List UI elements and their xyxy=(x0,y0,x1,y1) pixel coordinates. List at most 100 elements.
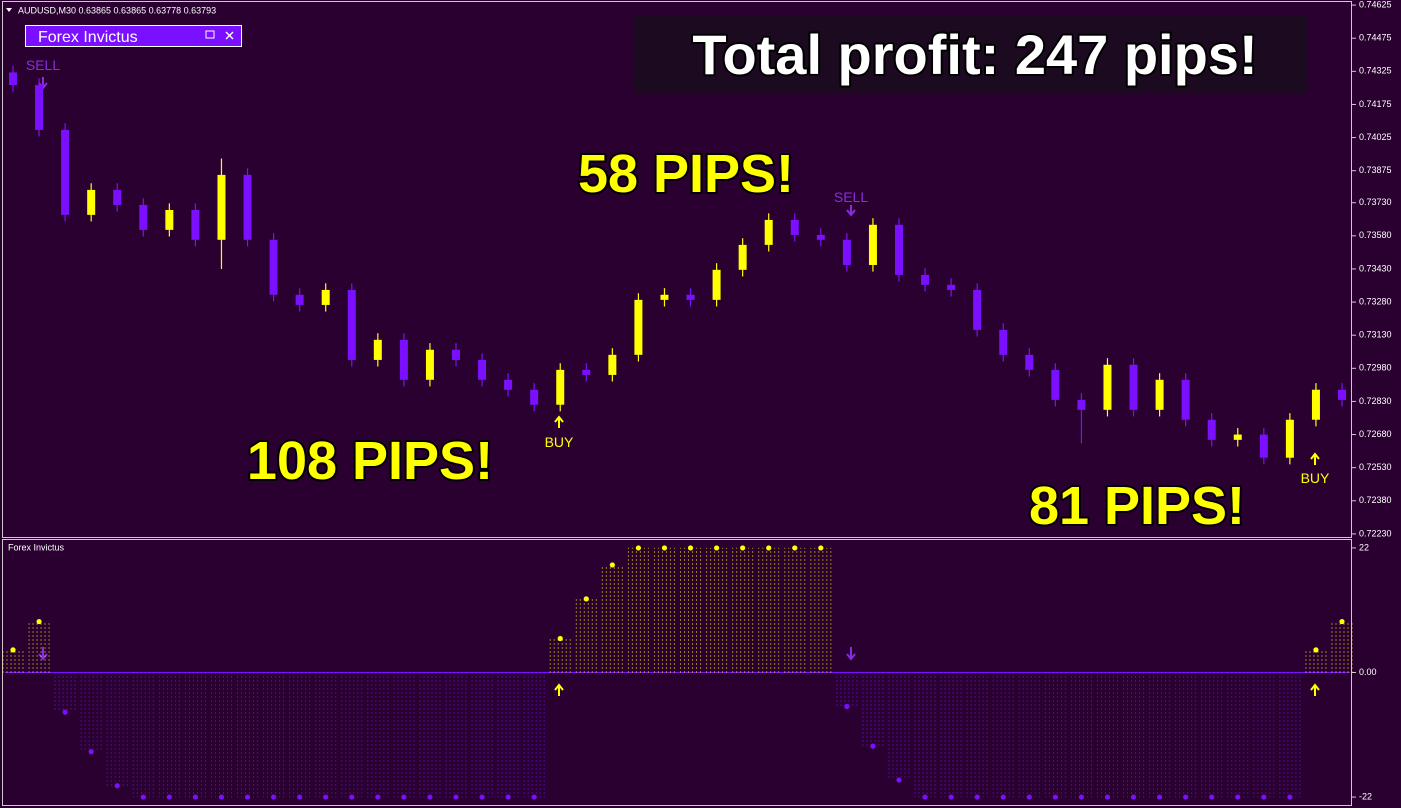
candle-body xyxy=(738,244,747,270)
candle-body xyxy=(608,354,617,375)
y-tick-label: 0.73430 xyxy=(1359,263,1392,273)
candle-body xyxy=(504,379,513,390)
candle-body xyxy=(35,85,44,130)
histogram-dot xyxy=(1026,794,1032,800)
candle-body xyxy=(295,294,304,305)
candle-body xyxy=(347,289,356,360)
candle-body xyxy=(999,329,1008,355)
histogram-dot xyxy=(349,794,355,800)
histogram-dot xyxy=(1235,794,1241,800)
candle-body xyxy=(1338,389,1346,400)
sell-signal: SELL xyxy=(834,189,868,205)
indicator-sell-arrow xyxy=(38,647,48,661)
y-tick-label: 0.72530 xyxy=(1359,462,1392,472)
candle-body xyxy=(1285,419,1294,458)
histogram-dot xyxy=(1130,794,1137,800)
y-tick-label: -22 xyxy=(1359,791,1372,801)
candle-body xyxy=(1259,434,1268,458)
histogram-dot xyxy=(1052,794,1058,800)
y-tick-label: 22 xyxy=(1359,542,1369,552)
candle-body xyxy=(399,339,408,380)
y-tick-label: 0.74325 xyxy=(1359,66,1392,76)
histogram-dot xyxy=(1287,794,1293,800)
candle-body xyxy=(165,209,174,230)
candle-body xyxy=(243,174,252,240)
candle-body xyxy=(321,289,330,305)
histogram-dot xyxy=(323,794,329,800)
histogram-dot xyxy=(1339,618,1345,625)
candle-body xyxy=(478,359,487,380)
buy-arrow xyxy=(1310,452,1320,465)
histogram-dot xyxy=(88,749,94,755)
histogram-dot xyxy=(896,777,902,783)
y-tick-label: 0.73875 xyxy=(1359,165,1392,175)
candle-body xyxy=(139,204,148,230)
histogram-dot xyxy=(218,794,225,800)
histogram-dot xyxy=(114,783,120,789)
candle-body xyxy=(816,234,825,240)
y-tick-label: 0.74475 xyxy=(1359,33,1392,43)
profit-box xyxy=(633,16,1308,93)
histogram-dot xyxy=(531,794,537,800)
buy-signal: BUY xyxy=(545,434,574,450)
y-tick-label: 0.72980 xyxy=(1359,363,1392,373)
candle-body xyxy=(921,274,930,285)
indicator-title: Forex Invictus xyxy=(8,542,65,552)
candle-body xyxy=(1233,434,1242,440)
histogram-dot xyxy=(974,794,980,800)
histogram-dot xyxy=(297,794,303,800)
histogram-dot xyxy=(479,794,485,800)
header-arrow xyxy=(6,8,12,12)
histogram-dot xyxy=(766,545,772,551)
y-tick-label: 0.74175 xyxy=(1359,99,1392,109)
histogram-dot xyxy=(62,709,68,715)
pips-annotation: 58 PIPS! xyxy=(578,144,794,204)
candle-body xyxy=(1181,379,1190,420)
candle-body xyxy=(61,129,70,215)
histogram-dot xyxy=(140,794,146,800)
close-button[interactable] xyxy=(225,31,234,40)
candle-body xyxy=(764,219,773,245)
histogram-dot xyxy=(244,794,251,800)
indicator-box-title: Forex Invictus xyxy=(38,29,138,46)
candle-body xyxy=(113,189,122,205)
histogram-dot xyxy=(948,794,954,800)
candle-body xyxy=(868,224,877,265)
candle-body xyxy=(634,299,643,355)
candle-body xyxy=(895,224,903,275)
histogram-dot xyxy=(583,596,589,602)
candle-body xyxy=(1207,419,1216,440)
candle-body xyxy=(1051,369,1060,400)
histogram-dot xyxy=(10,647,16,653)
histogram-dot xyxy=(661,545,668,551)
profit-annotation: Total profit: 247 pips! xyxy=(692,23,1257,86)
candle-body xyxy=(790,219,799,235)
candle-body xyxy=(373,339,382,360)
histogram-dot xyxy=(713,545,720,551)
candle-body xyxy=(9,72,17,86)
y-tick-label: 0.73580 xyxy=(1359,230,1392,240)
y-tick-label: 0.73130 xyxy=(1359,330,1392,340)
histogram-dot xyxy=(1261,794,1267,800)
y-tick-label: 0.73280 xyxy=(1359,296,1392,306)
restore-button[interactable] xyxy=(205,30,215,39)
candle-body xyxy=(452,349,460,360)
y-tick-label: 0.73730 xyxy=(1359,197,1392,207)
sell-arrow xyxy=(846,205,856,217)
histogram-dot xyxy=(1209,794,1215,800)
histogram-dot xyxy=(401,794,407,800)
indicator-sell-arrow xyxy=(846,647,856,661)
histogram-dot xyxy=(375,794,381,800)
histogram-dot xyxy=(453,794,459,800)
buy-signal: BUY xyxy=(1301,470,1330,486)
pips-annotation: 81 PIPS! xyxy=(1029,476,1245,536)
y-tick-label: 0.00 xyxy=(1359,667,1377,677)
histogram-dot xyxy=(740,545,746,551)
histogram-dot xyxy=(818,545,824,551)
histogram-dot xyxy=(922,794,928,800)
candle-body xyxy=(582,369,591,375)
candle-body xyxy=(1155,379,1164,410)
histogram-dot xyxy=(609,562,615,568)
